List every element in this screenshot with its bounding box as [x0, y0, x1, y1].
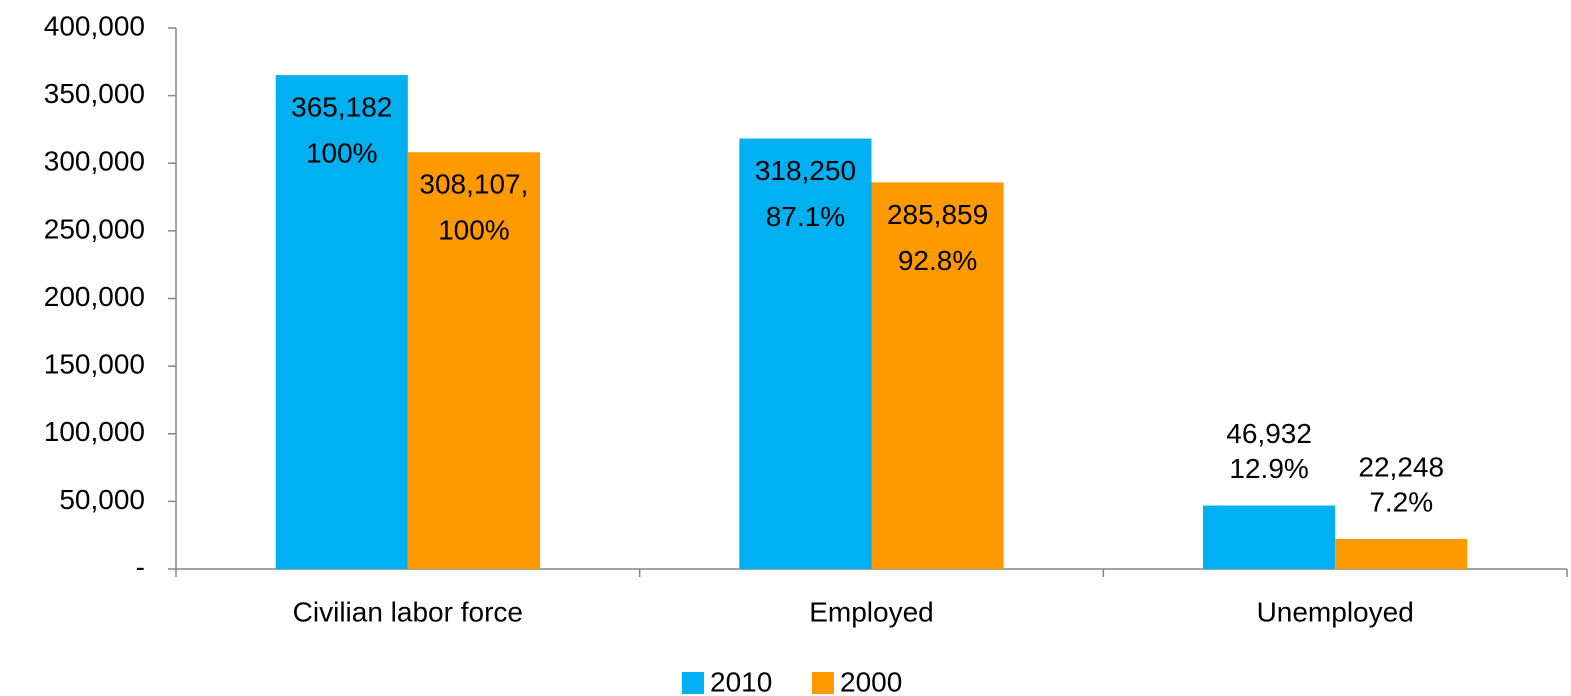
legend-label: 2010 — [710, 666, 772, 696]
x-tick-label: Employed — [809, 596, 934, 627]
bar — [275, 75, 408, 570]
data-label: 308,107, — [419, 169, 528, 200]
data-label: 22,248 — [1358, 451, 1444, 482]
data-label-percent: 100% — [438, 215, 510, 246]
y-tick-label: 100,000 — [44, 416, 145, 447]
data-label: 318,250 — [755, 155, 856, 186]
bar — [1203, 505, 1336, 569]
y-tick-label: 400,000 — [44, 10, 145, 41]
y-tick-label: - — [136, 551, 145, 582]
bar — [407, 152, 540, 569]
y-tick-label: 350,000 — [44, 78, 145, 109]
data-label-percent: 7.2% — [1369, 486, 1433, 517]
y-tick-label: 50,000 — [59, 484, 145, 515]
data-label: 365,182 — [291, 91, 392, 122]
legend-label: 2000 — [840, 666, 902, 696]
y-tick-label: 300,000 — [44, 146, 145, 177]
data-label: 285,859 — [887, 199, 988, 230]
data-label-percent: 87.1% — [766, 201, 845, 232]
x-tick-label: Civilian labor force — [293, 596, 523, 627]
data-label-percent: 12.9% — [1229, 453, 1308, 484]
legend-swatch — [682, 672, 704, 694]
data-label-percent: 92.8% — [898, 245, 977, 276]
bar — [871, 182, 1004, 569]
bar — [739, 138, 872, 569]
legend-swatch — [812, 672, 834, 694]
bar — [1335, 538, 1468, 569]
data-label-percent: 100% — [306, 137, 378, 168]
y-tick-label: 200,000 — [44, 281, 145, 312]
x-tick-label: Unemployed — [1257, 596, 1414, 627]
y-tick-label: 250,000 — [44, 213, 145, 244]
data-label: 46,932 — [1226, 418, 1312, 449]
y-tick-label: 150,000 — [44, 349, 145, 380]
